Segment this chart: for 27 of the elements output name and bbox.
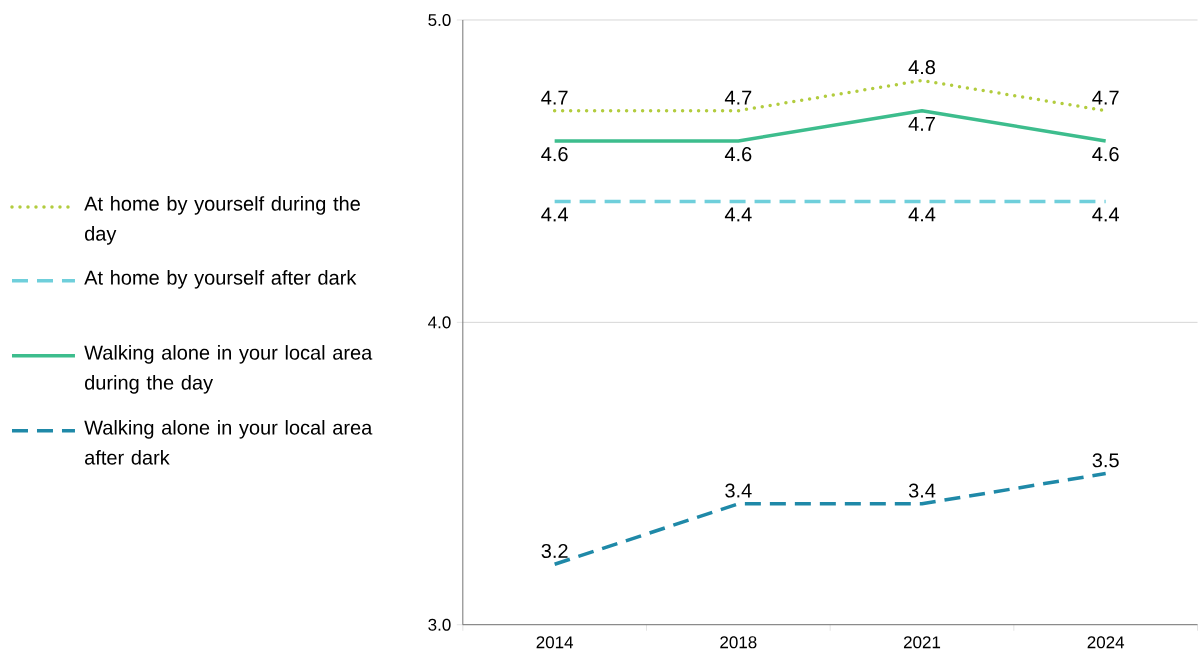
data-label: 4.7	[1092, 90, 1119, 105]
x-tick-label: 2014	[536, 636, 574, 649]
data-label: 4.4	[541, 207, 568, 222]
data-label: 4.4	[724, 207, 752, 222]
data-label: 4.7	[724, 90, 752, 105]
legend-label: At home by yourself during the day	[84, 196, 360, 245]
data-label: 4.6	[541, 147, 568, 162]
data-label: 4.7	[908, 117, 935, 131]
legend-label: At home by yourself after dark	[84, 270, 357, 289]
y-tick-label: 5.0	[428, 14, 451, 27]
x-tick-label: 2018	[720, 636, 757, 649]
x-tick-label: 2024	[1087, 636, 1125, 649]
data-label: 4.6	[1092, 147, 1119, 162]
data-label: 4.4	[908, 207, 936, 222]
data-label: 4.6	[724, 147, 752, 162]
y-tick-label: 3.0	[428, 618, 451, 631]
legend-label: Walking alone in your local area after dark	[84, 420, 373, 465]
data-label: 3.5	[1092, 453, 1119, 468]
x-tick-label: 2021	[903, 636, 941, 649]
data-label: 4.8	[908, 60, 936, 75]
data-label: 4.4	[1092, 207, 1119, 222]
data-label: 4.7	[541, 90, 568, 105]
y-tick-label: 4.0	[428, 316, 451, 329]
legend-label: Walking alone in your local area during the day	[84, 345, 373, 394]
data-label: 3.4	[908, 483, 936, 498]
data-label: 3.4	[725, 483, 752, 498]
data-label: 3.2	[541, 544, 568, 559]
